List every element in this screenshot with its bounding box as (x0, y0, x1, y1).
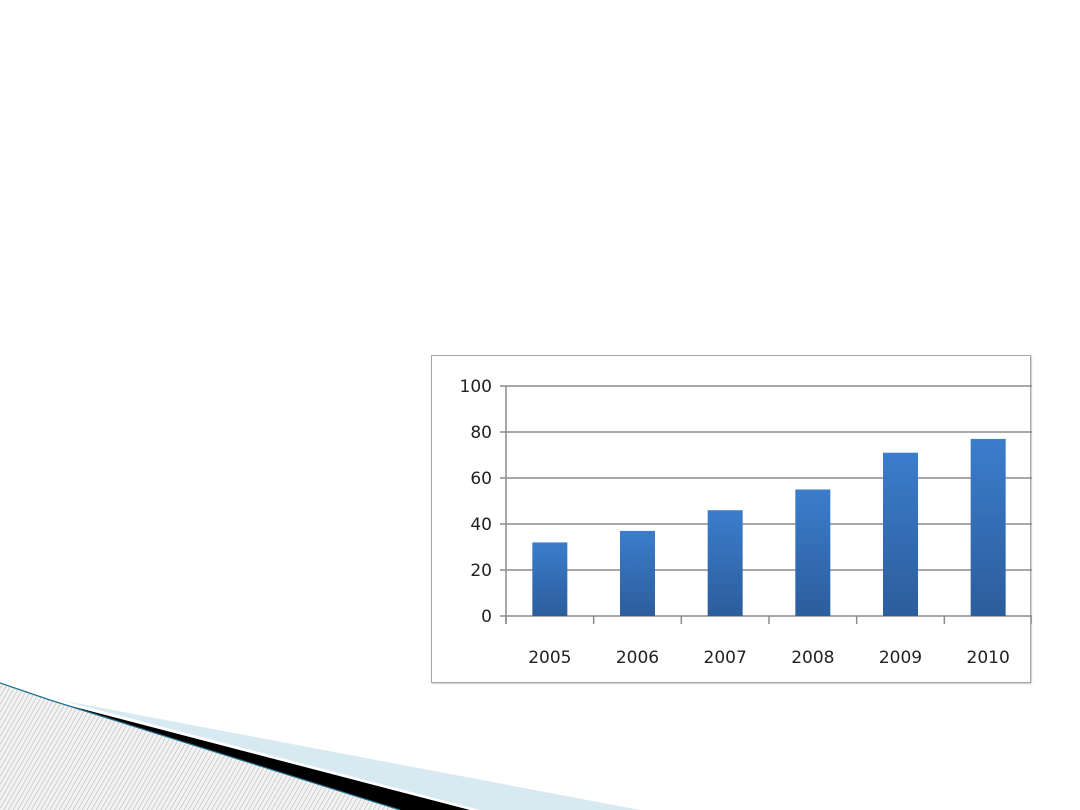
bar-2010 (970, 438, 1006, 616)
bar-2009 (883, 452, 918, 616)
bar-2006 (620, 530, 655, 616)
bar-2005 (532, 542, 568, 616)
x-tick-label: 2010 (967, 648, 1010, 668)
bar-2007 (707, 510, 743, 616)
y-tick-label: 100 (460, 377, 492, 397)
y-tick-label: 20 (470, 561, 492, 581)
bar-chart: 0 20 40 60 80 100 2005 2006 2007 2008 2009 2010 (431, 355, 1032, 683)
x-tick-label: 2008 (791, 648, 834, 668)
y-tick-label: 60 (470, 469, 492, 489)
black-wedge (40, 698, 470, 810)
x-tick-label: 2005 (528, 648, 571, 668)
chart-plot: 0 20 40 60 80 100 2005 2006 2007 2008 2009 2010 (460, 377, 1032, 668)
x-tick-label: 2007 (704, 648, 747, 668)
y-tick-label: 80 (470, 423, 492, 443)
y-tick-label: 0 (481, 607, 492, 627)
x-tick-label: 2006 (616, 648, 659, 668)
bar-2008 (795, 489, 831, 616)
light-blue-band (60, 700, 640, 810)
teal-edge (0, 682, 401, 810)
x-tick-label: 2009 (879, 648, 922, 668)
y-tick-label: 40 (470, 515, 492, 535)
